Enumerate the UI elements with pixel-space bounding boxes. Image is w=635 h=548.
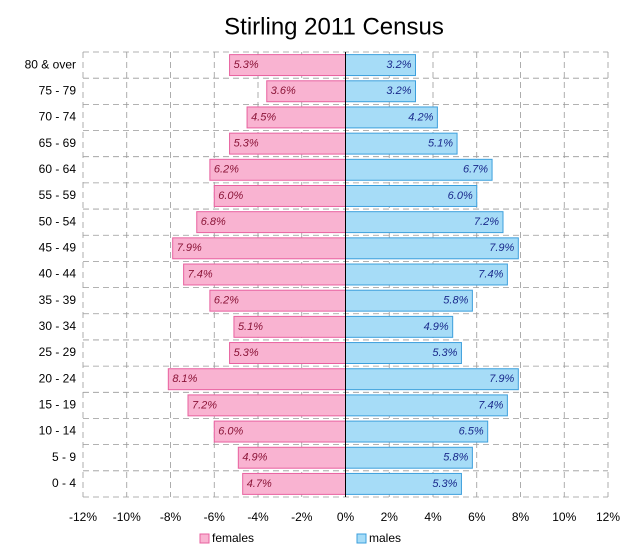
x-tick-label: 0% <box>337 510 355 524</box>
value-label: 6.8% <box>201 216 226 228</box>
value-label: 6.7% <box>463 164 488 176</box>
x-tick-label: 4% <box>424 510 442 524</box>
x-tick-label: 6% <box>468 510 486 524</box>
value-label: 6.0% <box>448 190 473 202</box>
legend-swatch <box>356 533 367 544</box>
value-label: 7.2% <box>192 399 217 411</box>
value-label: 5.3% <box>234 59 259 71</box>
value-label: 6.0% <box>218 190 243 202</box>
value-label: 6.5% <box>459 425 484 437</box>
legend-label: males <box>369 531 401 545</box>
y-tick-label: 35 - 39 <box>39 293 77 307</box>
value-label: 7.9% <box>177 242 202 254</box>
y-tick-label: 55 - 59 <box>39 188 77 202</box>
value-label: 5.3% <box>432 347 457 359</box>
chart-title: Stirling 2011 Census <box>224 13 444 40</box>
y-tick-label: 80 & over <box>25 57 76 71</box>
value-label: 6.0% <box>218 425 243 437</box>
y-tick-label: 5 - 9 <box>52 450 76 464</box>
value-label: 4.5% <box>251 111 276 123</box>
y-tick-label: 70 - 74 <box>39 110 77 124</box>
x-tick-label: -6% <box>204 510 226 524</box>
y-tick-label: 20 - 24 <box>39 371 77 385</box>
value-label: 7.4% <box>478 268 503 280</box>
value-label: 4.9% <box>242 452 267 464</box>
y-tick-label: 15 - 19 <box>39 398 77 412</box>
value-label: 4.7% <box>247 478 272 490</box>
value-label: 5.3% <box>234 138 259 150</box>
legend-label: females <box>212 531 254 545</box>
y-tick-label: 40 - 44 <box>39 267 77 281</box>
x-tick-label: -8% <box>160 510 182 524</box>
x-tick-label: 8% <box>512 510 530 524</box>
value-label: 6.2% <box>214 295 239 307</box>
value-label: 3.2% <box>386 85 411 97</box>
value-label: 5.8% <box>443 295 468 307</box>
legend-swatch <box>199 533 210 544</box>
value-label: 5.3% <box>234 347 259 359</box>
value-label: 7.2% <box>474 216 499 228</box>
value-label: 5.3% <box>432 478 457 490</box>
value-label: 3.2% <box>386 59 411 71</box>
x-tick-label: -4% <box>247 510 269 524</box>
value-label: 4.2% <box>408 111 433 123</box>
x-tick-label: 10% <box>552 510 576 524</box>
y-tick-label: 10 - 14 <box>39 424 77 438</box>
value-label: 7.9% <box>489 373 514 385</box>
value-label: 6.2% <box>214 164 239 176</box>
value-label: 4.9% <box>424 321 449 333</box>
value-label: 5.1% <box>238 321 263 333</box>
y-tick-label: 75 - 79 <box>39 83 77 97</box>
x-tick-label: -12% <box>69 510 97 524</box>
value-label: 5.8% <box>443 452 468 464</box>
y-tick-label: 60 - 64 <box>39 162 77 176</box>
x-tick-label: 12% <box>596 510 620 524</box>
y-tick-label: 50 - 54 <box>39 214 77 228</box>
y-tick-label: 65 - 69 <box>39 136 77 150</box>
y-tick-label: 0 - 4 <box>52 476 76 490</box>
x-tick-label: -2% <box>291 510 313 524</box>
y-tick-label: 25 - 29 <box>39 345 77 359</box>
y-tick-label: 30 - 34 <box>39 319 77 333</box>
y-tick-label: 45 - 49 <box>39 240 77 254</box>
value-label: 7.4% <box>188 268 213 280</box>
x-tick-label: 2% <box>381 510 399 524</box>
value-label: 5.1% <box>428 138 453 150</box>
value-label: 8.1% <box>172 373 197 385</box>
value-label: 3.6% <box>271 85 296 97</box>
x-tick-label: -10% <box>113 510 141 524</box>
value-label: 7.9% <box>489 242 514 254</box>
value-label: 7.4% <box>478 399 503 411</box>
